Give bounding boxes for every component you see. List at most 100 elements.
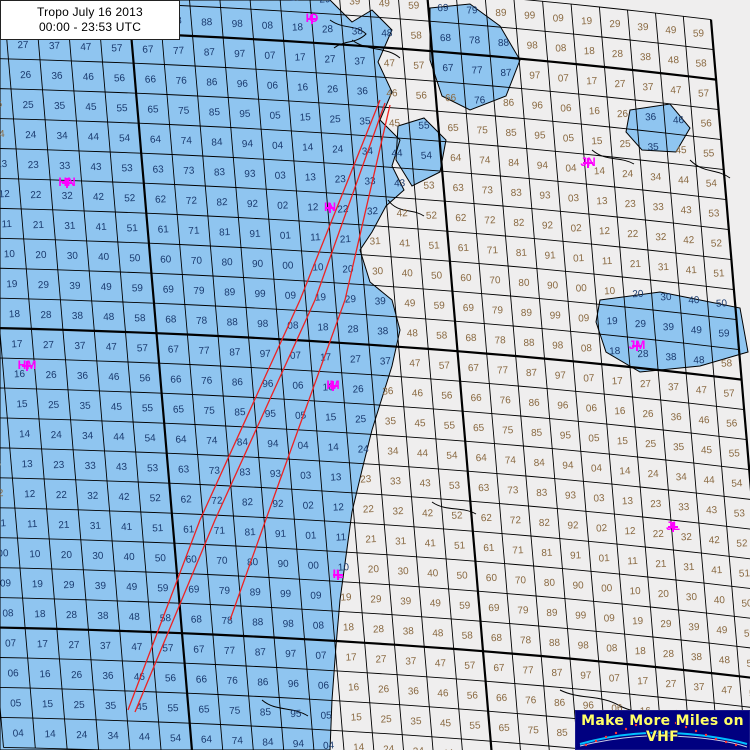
grid-square-number: 53 [423, 180, 435, 192]
grid-square-number: 12 [624, 526, 636, 538]
grid-square-number: 18 [609, 346, 621, 358]
grid-square-number: 45 [389, 118, 401, 130]
grid-square-number: 35 [647, 142, 659, 154]
grid-square-number: 11 [27, 519, 38, 531]
grid-square-number: 87 [229, 347, 241, 359]
grid-square-number: 54 [119, 133, 131, 145]
grid-square-number: 71 [214, 525, 226, 537]
grid-square-number: 24 [332, 144, 344, 156]
grid-square-number: 52 [451, 510, 463, 522]
grid-square-number: 42 [396, 208, 408, 220]
grid-square-number: 37 [642, 82, 654, 94]
grid-square-number: 17 [11, 339, 23, 351]
grid-square-number: 39 [95, 581, 107, 593]
grid-square-number: 79 [517, 605, 529, 617]
grid-square-number: 49 [379, 0, 391, 10]
grid-square-number: 56 [416, 90, 428, 102]
grid-square-number: 29 [370, 594, 382, 606]
grid-square-number: 01 [598, 553, 610, 565]
field-label: HM [18, 358, 37, 372]
grid-square-number: 34 [675, 472, 687, 484]
logo-text: Make More Miles on VHF [581, 713, 744, 745]
grid-square-number: 15 [591, 136, 603, 148]
grid-square-number: 13 [0, 159, 8, 171]
grid-square-number: 56 [441, 390, 453, 402]
grid-square-number: 03 [568, 193, 580, 205]
grid-square-number: 42 [93, 192, 105, 204]
grid-square-number: 91 [275, 529, 287, 541]
grid-square-number: 67 [168, 344, 180, 356]
grid-square-number: 08 [581, 343, 593, 355]
grid-square-number: 43 [394, 178, 406, 190]
grid-square-number: 67 [193, 644, 205, 656]
grid-square-number: 45 [136, 702, 148, 714]
grid-square-number: 97 [234, 49, 246, 61]
grid-square-number: 09 [552, 13, 564, 25]
grid-square-number: 47 [670, 85, 682, 97]
grid-square-number: 75 [476, 125, 488, 137]
grid-square-number: 85 [234, 407, 246, 419]
grid-square-number: 37 [74, 341, 86, 353]
grid-square-number: 27 [43, 340, 55, 352]
grid-square-number: 04 [591, 463, 603, 475]
grid-square-number: 39 [349, 0, 361, 8]
grid-square-number: 91 [544, 250, 556, 262]
grid-square-number: 05 [295, 410, 307, 422]
grid-square-number: 14 [594, 166, 606, 178]
grid-square-number: 34 [387, 446, 399, 458]
grid-square-number: 49 [126, 582, 138, 594]
grid-square-number: 38 [402, 626, 414, 638]
grid-square-number: 83 [510, 188, 522, 200]
grid-square-number: 41 [711, 565, 723, 577]
grid-square-number: 87 [526, 368, 538, 380]
grid-square-number: 23 [53, 460, 65, 472]
grid-square-number: 60 [185, 554, 197, 566]
grid-square-number: 39 [69, 281, 81, 293]
grid-square-number: 53 [449, 480, 461, 492]
grid-square-number: 47 [131, 642, 143, 654]
grid-square-number: 88 [201, 17, 213, 29]
grid-square-number: 41 [424, 538, 436, 550]
grid-square-number: 81 [541, 548, 553, 560]
grid-square-number: 36 [77, 371, 89, 383]
grid-square-number: 05 [10, 698, 22, 710]
grid-square-number: 18 [634, 646, 646, 658]
grid-square-number: 00 [575, 283, 587, 295]
grid-square-number: 64 [450, 153, 462, 165]
grid-square-number: 61 [458, 243, 470, 255]
grid-square-number: 97 [555, 370, 567, 382]
grid-square-number: 26 [378, 684, 390, 696]
grid-square-number: 29 [635, 319, 647, 331]
grid-square-number: 35 [673, 442, 685, 454]
grid-square-number: 54 [446, 450, 458, 462]
grid-square-number: 30 [92, 551, 104, 563]
grid-square-number: 21 [340, 234, 352, 246]
grid-square-number: 27 [68, 640, 80, 652]
grid-square-number: 09 [310, 590, 322, 602]
grid-square-number: 37 [49, 41, 61, 53]
grid-square-number: 21 [365, 534, 377, 546]
grid-square-number: 52 [736, 538, 748, 550]
field-label: IO [306, 11, 319, 25]
grid-square-number: 48 [719, 655, 731, 667]
grid-square-number: 08 [287, 320, 299, 332]
grid-square-number: 09 [285, 290, 297, 302]
grid-square-number: 21 [630, 259, 642, 271]
grid-square-number: 11 [602, 256, 613, 268]
grid-square-number: 32 [681, 532, 693, 544]
grid-square-number: 86 [554, 698, 566, 710]
grid-square-number: 52 [124, 193, 136, 205]
grid-square-number: 98 [282, 619, 294, 631]
grid-square-number: 96 [583, 700, 595, 712]
grid-square-number: 68 [491, 633, 503, 645]
field-label: JL [666, 519, 680, 533]
grid-square-number: 51 [739, 568, 750, 580]
grid-square-number: 36 [382, 386, 394, 398]
grid-square-number: 57 [723, 388, 735, 400]
grid-square-number: 72 [510, 515, 522, 527]
grid-square-number: 47 [384, 58, 396, 70]
grid-square-number: 89 [546, 608, 558, 620]
logo-badge[interactable]: Make More Miles on VHF [575, 710, 750, 750]
grid-square-number: 27 [17, 40, 29, 52]
grid-square-number: 80 [221, 257, 233, 269]
